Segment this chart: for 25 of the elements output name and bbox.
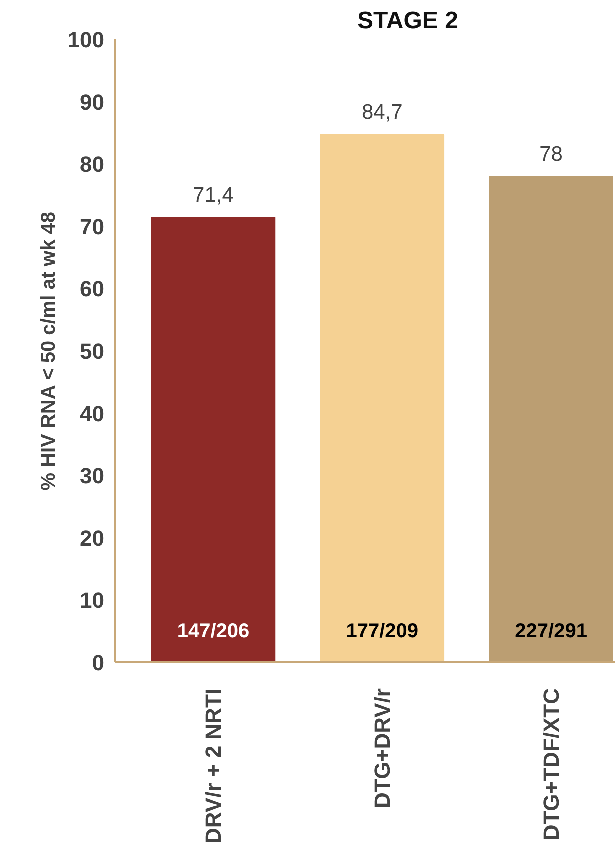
y-tick-label: 10 [80, 588, 105, 614]
bar [489, 176, 614, 662]
x-tick-label: DTG+DRV/r [370, 688, 395, 809]
y-tick-label: 90 [80, 90, 105, 115]
annotation: 227/291 [515, 620, 588, 642]
y-tick-label: 40 [80, 401, 105, 426]
data-label: 71,4 [193, 184, 234, 208]
y-tick-label: 20 [80, 526, 105, 551]
data-label: 84,7 [362, 101, 403, 124]
y-tick-label: 50 [80, 339, 105, 364]
data-label: 78 [540, 142, 563, 166]
x-tick-label: DRV/r + 2 NRTI [200, 688, 226, 844]
chart-title: STAGE 2 [358, 8, 458, 34]
y-tick-label: 0 [92, 650, 105, 676]
x-tick-label: DTG+TDF/XTC [538, 688, 564, 841]
y-tick-label: 100 [68, 28, 105, 52]
y-axis-title: % HIV RNA < 50 c/ml at wk 48 [38, 212, 60, 491]
y-tick-label: 70 [80, 214, 105, 240]
annotation: 177/209 [346, 620, 419, 642]
y-tick-label: 30 [80, 464, 105, 489]
bar [151, 217, 276, 662]
bar [320, 134, 445, 662]
y-tick-label: 80 [80, 152, 105, 178]
y-tick-label: 60 [80, 276, 105, 302]
annotation: 147/206 [177, 620, 250, 642]
